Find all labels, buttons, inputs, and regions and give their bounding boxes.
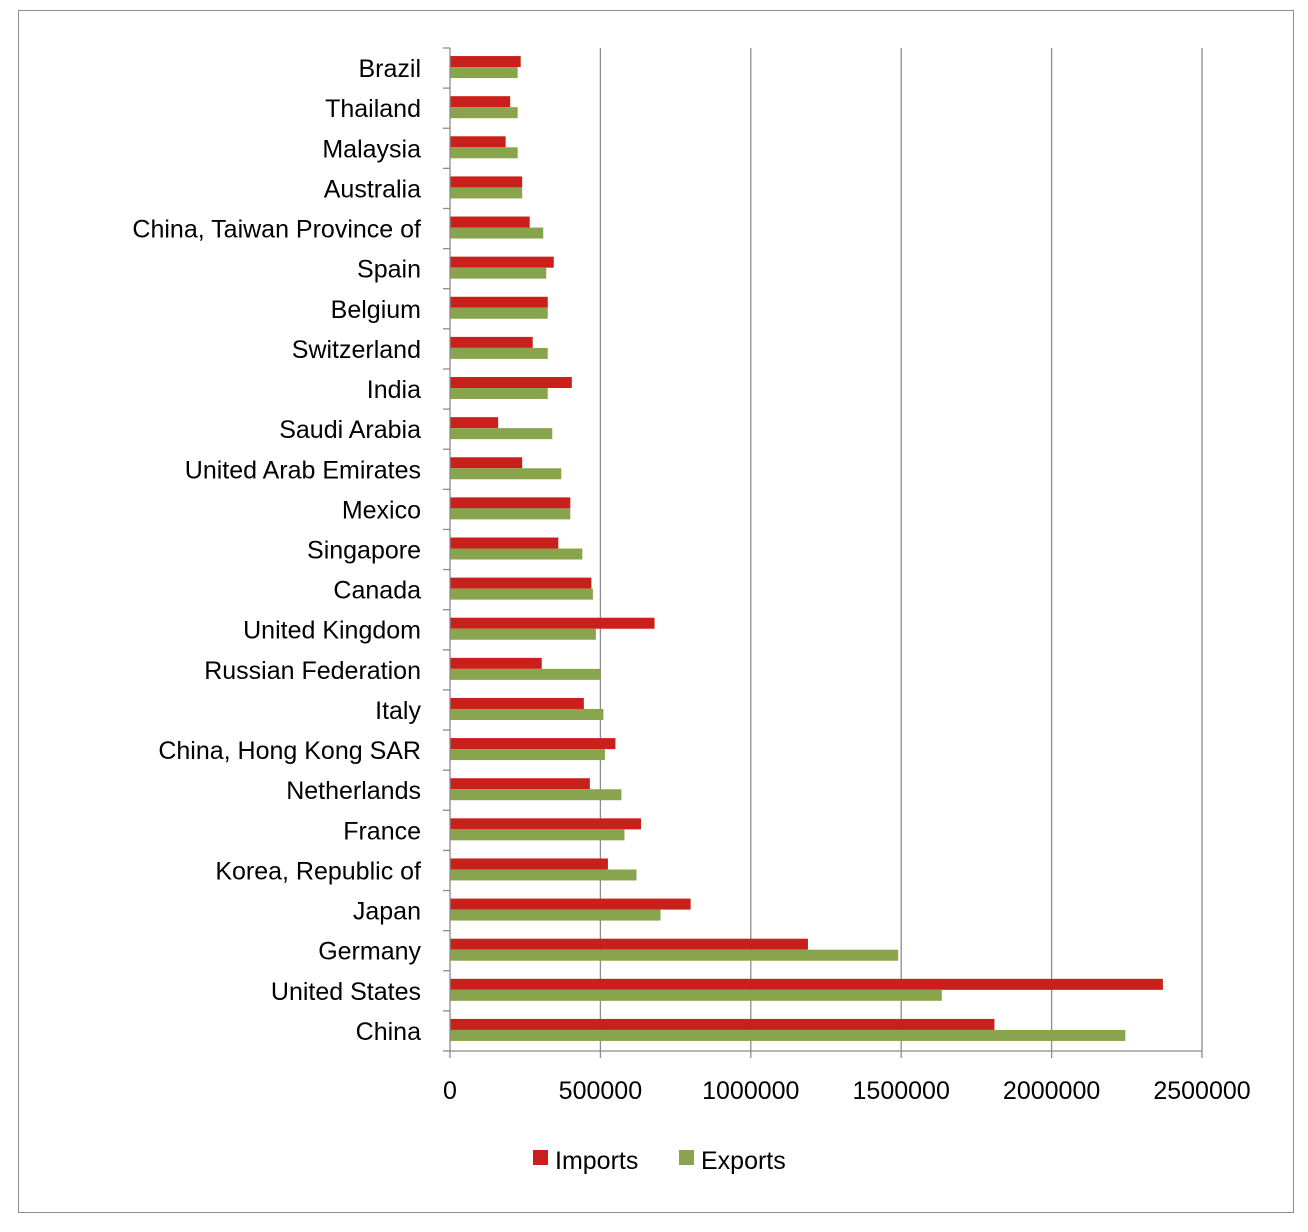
bar-exports (450, 388, 548, 400)
bar-exports (450, 508, 571, 520)
bar-imports (450, 136, 506, 148)
bar-imports (450, 216, 530, 228)
category-label: Korea, Republic of (215, 857, 421, 885)
bars (450, 56, 1163, 1041)
bar-imports (450, 1018, 995, 1030)
labels: 0 500000 1000000 1500000 2000000 2500000 China… (132, 55, 1250, 1105)
bar-exports (450, 548, 583, 560)
category-label: Mexico (342, 496, 421, 524)
category-label: Switzerland (292, 336, 421, 364)
category-label: Spain (357, 256, 421, 284)
category-label: Russian Federation (204, 657, 421, 685)
bar-imports (450, 577, 592, 589)
x-tick-label: 0 (443, 1077, 457, 1105)
bar-exports (450, 227, 544, 239)
bar-imports (450, 898, 691, 910)
bar-imports (450, 617, 655, 629)
bar-exports (450, 869, 637, 881)
category-label: Germany (318, 938, 421, 966)
bar-imports (450, 657, 542, 669)
bar-exports (450, 588, 593, 600)
bar-imports (450, 497, 571, 509)
category-label: Canada (333, 577, 421, 605)
gridlines (599, 48, 1203, 1051)
bar-exports (450, 829, 625, 841)
legend-imports-label: Imports (555, 1147, 638, 1175)
category-label: France (343, 817, 421, 845)
bar-imports (450, 818, 642, 830)
category-label: Netherlands (286, 777, 421, 805)
x-tick-label: 1000000 (702, 1077, 799, 1105)
category-label: Brazil (358, 55, 421, 83)
bar-imports (450, 56, 521, 68)
bar-exports (450, 428, 553, 440)
legend-exports-swatch (679, 1150, 694, 1165)
bar-imports (450, 457, 523, 469)
bar-imports (450, 697, 584, 709)
bar-exports (450, 67, 518, 79)
bar-imports (450, 296, 548, 308)
x-tick-label: 2000000 (1003, 1077, 1100, 1105)
bar-exports (450, 107, 518, 119)
category-label: China (356, 1018, 421, 1046)
category-label: Singapore (307, 537, 421, 565)
category-label: India (367, 376, 421, 404)
bar-imports (450, 978, 1163, 990)
category-label: Thailand (325, 95, 421, 123)
category-label: United States (271, 978, 421, 1006)
bar-exports (450, 749, 605, 761)
bar-exports (450, 187, 523, 199)
category-label: China, Hong Kong SAR (158, 737, 421, 765)
bar-exports (450, 708, 604, 720)
bar-exports (450, 307, 548, 319)
bar-imports (450, 377, 572, 389)
bar-imports (450, 778, 590, 790)
category-label: Japan (353, 898, 421, 926)
legend-exports-label: Exports (701, 1147, 786, 1175)
category-label: Saudi Arabia (279, 416, 421, 444)
bar-exports (450, 949, 899, 961)
x-tick-label: 500000 (559, 1077, 642, 1105)
bar-imports (450, 336, 533, 348)
bar-exports (450, 789, 622, 801)
category-label: Australia (324, 175, 421, 203)
x-tick-label: 2500000 (1153, 1077, 1250, 1105)
bar-exports (450, 909, 661, 921)
category-label: United Arab Emirates (185, 456, 421, 484)
bar-imports (450, 938, 808, 950)
chart-frame (18, 10, 1294, 1213)
bar-imports (450, 537, 559, 549)
bar-imports (450, 96, 511, 108)
bar-imports (450, 417, 499, 429)
category-label: China, Taiwan Province of (132, 216, 421, 244)
category-label: Malaysia (322, 135, 421, 163)
bar-exports (450, 1029, 1126, 1041)
bar-imports (450, 738, 616, 750)
bar-exports (450, 668, 601, 680)
bar-exports (450, 147, 518, 159)
legend: Imports Exports (533, 1147, 786, 1175)
bar-exports (450, 468, 562, 480)
axes (443, 47, 1203, 1058)
bar-exports (450, 267, 547, 279)
category-label: Italy (375, 697, 421, 725)
category-label: Belgium (331, 296, 421, 324)
bar-exports (450, 628, 596, 640)
category-label: United Kingdom (243, 617, 421, 645)
legend-imports-swatch (533, 1150, 548, 1165)
bar-exports (450, 347, 548, 359)
bar-imports (450, 256, 554, 268)
bar-exports (450, 989, 942, 1001)
x-tick-label: 1500000 (853, 1077, 950, 1105)
bar-imports (450, 176, 523, 188)
bar-imports (450, 858, 608, 870)
